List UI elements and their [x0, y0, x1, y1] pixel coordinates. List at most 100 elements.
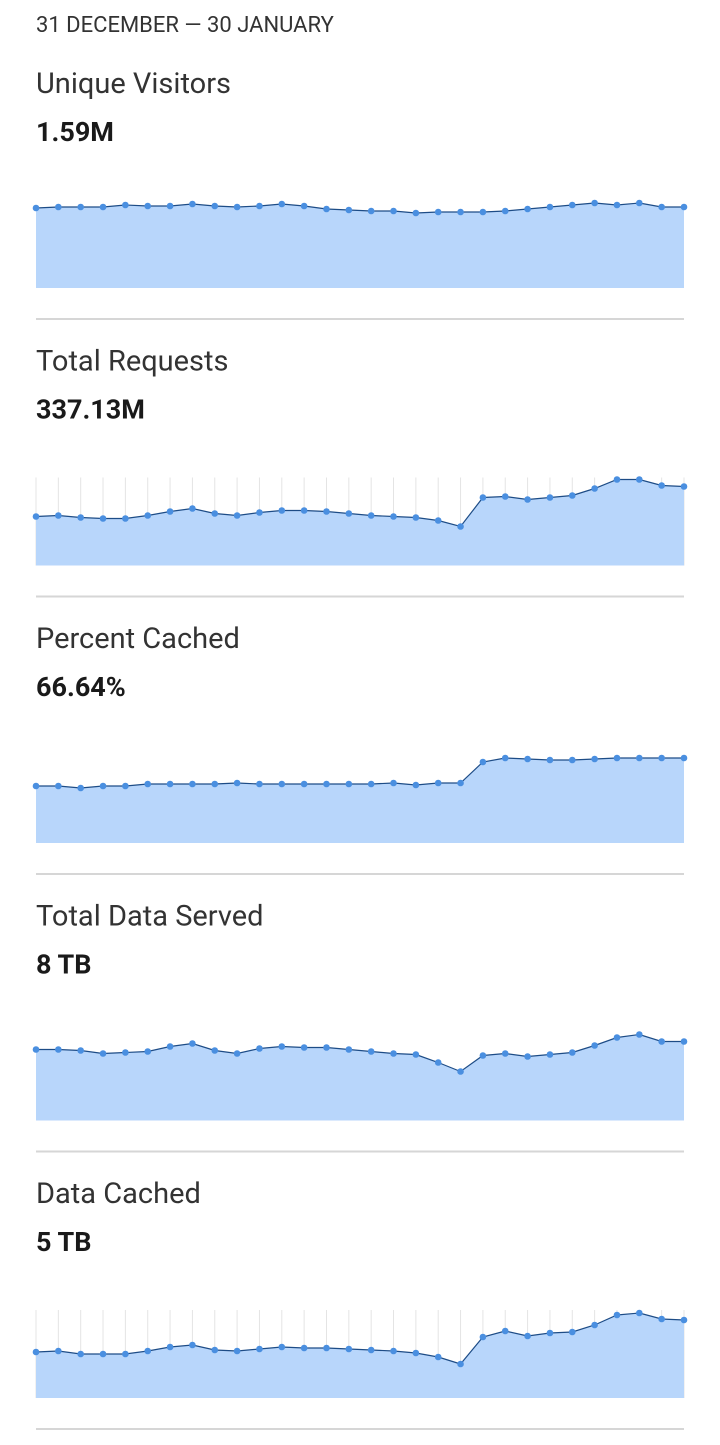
- data-point: [256, 202, 263, 210]
- data-point: [256, 509, 263, 516]
- data-point: [77, 1047, 84, 1054]
- data-point: [390, 1347, 397, 1355]
- data-point: [390, 779, 397, 787]
- data-point: [300, 1044, 308, 1051]
- data-point: [613, 201, 621, 209]
- data-point: [636, 1031, 643, 1038]
- data-point: [278, 1343, 286, 1351]
- data-point: [457, 523, 464, 530]
- metric-title: Total Data Served: [36, 900, 263, 934]
- data-point: [412, 514, 420, 521]
- data-point: [233, 1347, 241, 1355]
- metric-value: 1.59M: [36, 116, 114, 148]
- data-point: [166, 508, 174, 515]
- data-point: [680, 203, 688, 211]
- data-point: [166, 1043, 174, 1050]
- data-point: [568, 1328, 576, 1336]
- data-point: [211, 1346, 219, 1354]
- data-point: [434, 208, 442, 216]
- data-point: [457, 208, 464, 216]
- data-point: [412, 1349, 420, 1357]
- sparkline-area: [36, 758, 684, 843]
- data-point: [77, 1350, 84, 1358]
- data-point: [501, 207, 509, 215]
- data-point: [501, 493, 509, 500]
- data-point: [323, 1344, 330, 1352]
- data-point: [144, 202, 152, 210]
- data-point: [122, 201, 129, 209]
- data-point: [233, 779, 241, 787]
- data-point: [412, 209, 420, 217]
- data-point: [99, 1350, 107, 1358]
- metric-title: Unique Visitors: [36, 67, 231, 101]
- data-point: [99, 515, 107, 522]
- data-point: [524, 205, 531, 213]
- data-point: [524, 1332, 531, 1340]
- data-point: [636, 1309, 643, 1317]
- data-point: [658, 203, 665, 211]
- data-point: [636, 476, 643, 483]
- metric-title: Data Cached: [36, 1177, 201, 1211]
- sparkline: [36, 1033, 684, 1073]
- data-point: [55, 512, 62, 519]
- data-point: [501, 1050, 509, 1057]
- data-point: [32, 1046, 40, 1053]
- data-point: [256, 1345, 263, 1353]
- data-point: [122, 1049, 129, 1056]
- data-point: [501, 754, 509, 762]
- data-point: [323, 780, 330, 788]
- sparkline: [36, 757, 684, 789]
- data-point: [144, 1048, 152, 1055]
- data-point: [591, 1321, 598, 1329]
- data-point: [524, 1053, 531, 1060]
- metric-value: 8 TB: [36, 949, 91, 981]
- data-point: [367, 1346, 375, 1354]
- data-point: [278, 200, 286, 208]
- data-point: [345, 780, 353, 788]
- data-point: [256, 1045, 263, 1052]
- data-point: [32, 1348, 40, 1356]
- data-point: [233, 203, 241, 211]
- data-point: [77, 784, 84, 792]
- data-point: [233, 512, 241, 519]
- data-point: [658, 482, 665, 489]
- data-point: [613, 754, 621, 762]
- data-point: [591, 1042, 598, 1049]
- data-point: [300, 1344, 308, 1352]
- data-point: [434, 1353, 442, 1361]
- data-point: [122, 515, 129, 522]
- data-point: [546, 203, 554, 211]
- data-point: [189, 780, 196, 788]
- data-point: [278, 507, 286, 514]
- data-point: [479, 1333, 487, 1341]
- data-point: [256, 780, 263, 788]
- sparkline-area: [36, 479, 684, 566]
- data-point: [524, 496, 531, 503]
- data-point: [457, 779, 464, 787]
- data-point: [636, 199, 643, 207]
- data-point: [434, 517, 442, 524]
- data-point: [189, 200, 196, 208]
- data-point: [367, 1048, 375, 1055]
- data-point: [300, 780, 308, 788]
- data-point: [345, 206, 353, 214]
- data-point: [211, 780, 219, 788]
- date-range: 31 DECEMBER — 30 JANUARY: [36, 13, 335, 38]
- data-point: [189, 1040, 196, 1047]
- data-point: [658, 754, 665, 762]
- data-point: [189, 1341, 196, 1349]
- data-point: [166, 1343, 174, 1351]
- data-point: [345, 1345, 353, 1353]
- data-point: [144, 512, 152, 519]
- data-point: [345, 1046, 353, 1053]
- data-point: [211, 202, 219, 210]
- data-point: [568, 201, 576, 209]
- metric-value: 5 TB: [36, 1226, 91, 1258]
- data-point: [636, 754, 643, 762]
- data-point: [524, 755, 531, 763]
- data-point: [367, 512, 375, 519]
- data-point: [55, 1046, 62, 1053]
- data-point: [479, 208, 487, 216]
- data-point: [613, 476, 621, 483]
- data-point: [99, 1050, 107, 1057]
